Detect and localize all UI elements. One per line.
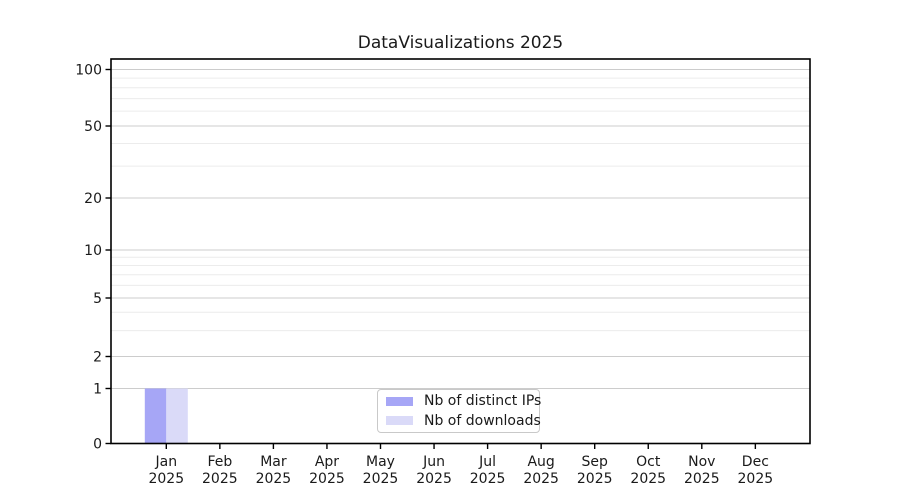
y-tick-label: 0 — [93, 436, 102, 452]
x-tick-label-month: Jun — [422, 454, 445, 470]
y-tick-label: 5 — [93, 291, 102, 307]
x-tick-label-year: 2025 — [523, 471, 559, 487]
x-tick-label-month: Dec — [742, 454, 769, 470]
legend-label-downloads: Nb of downloads — [424, 412, 541, 429]
bar-downloads — [166, 388, 188, 444]
x-tick-label-month: Feb — [207, 454, 232, 470]
x-tick-label-year: 2025 — [684, 471, 720, 487]
x-tick-label-month: Nov — [688, 454, 715, 470]
x-tick-label-year: 2025 — [202, 471, 238, 487]
legend-swatch-distinct-ips — [386, 396, 413, 406]
x-tick-label-month: Mar — [260, 454, 287, 470]
plot-border — [110, 58, 811, 445]
legend: Nb of distinct IPs Nb of downloads — [377, 389, 541, 433]
x-tick-label-month: Jul — [478, 454, 496, 470]
x-tick-label-month: Jan — [155, 454, 178, 470]
x-tick-label-year: 2025 — [470, 471, 506, 487]
x-tick-label-year: 2025 — [148, 471, 184, 487]
x-tick-label-month: Apr — [315, 454, 339, 470]
x-tick-label-month: Aug — [527, 454, 554, 470]
x-tick-label-year: 2025 — [630, 471, 666, 487]
x-tick-label-year: 2025 — [256, 471, 292, 487]
y-tick-label: 1 — [93, 381, 102, 397]
x-tick-label-year: 2025 — [416, 471, 452, 487]
chart-title: DataVisualizations 2025 — [357, 33, 564, 53]
legend-item-distinct-ips: Nb of distinct IPs — [386, 393, 541, 410]
x-tick-label-month: May — [366, 454, 395, 470]
legend-label-distinct-ips: Nb of distinct IPs — [424, 393, 542, 410]
y-tick-label: 10 — [84, 243, 102, 259]
bar-distinct-ips — [144, 388, 167, 444]
y-tick-label: 100 — [75, 62, 102, 78]
x-tick-label-year: 2025 — [309, 471, 345, 487]
y-tick-label: 50 — [84, 119, 102, 135]
x-tick-label-month: Sep — [582, 454, 609, 470]
legend-item-downloads: Nb of downloads — [386, 413, 541, 430]
y-tick-label: 20 — [84, 191, 102, 207]
x-tick-label-month: Oct — [636, 454, 661, 470]
legend-swatch-downloads — [386, 416, 413, 426]
x-tick-label-year: 2025 — [738, 471, 774, 487]
y-tick-label: 2 — [93, 349, 102, 365]
x-tick-label-year: 2025 — [577, 471, 613, 487]
x-tick-label-year: 2025 — [363, 471, 399, 487]
